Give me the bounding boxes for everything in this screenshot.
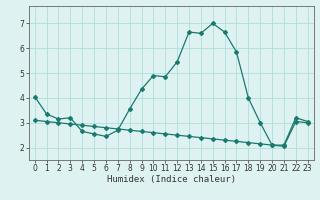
X-axis label: Humidex (Indice chaleur): Humidex (Indice chaleur)	[107, 175, 236, 184]
